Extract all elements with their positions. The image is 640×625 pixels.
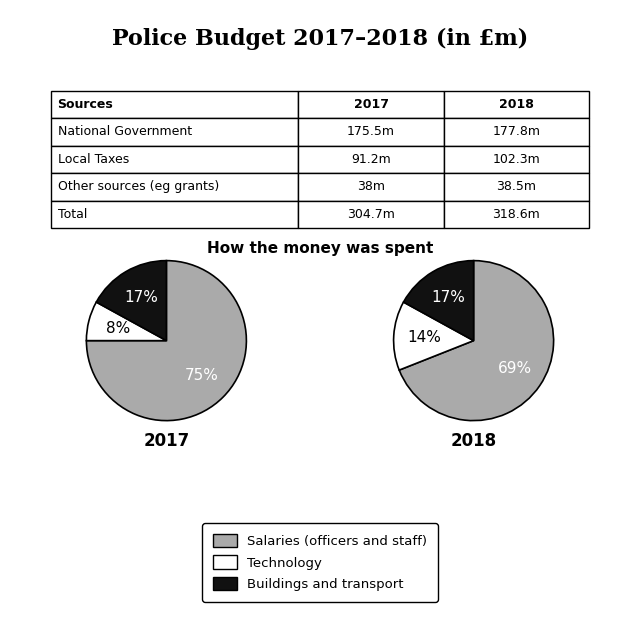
Text: 14%: 14% <box>407 330 441 345</box>
Text: Other sources (eg grants): Other sources (eg grants) <box>58 181 219 193</box>
Wedge shape <box>86 261 246 421</box>
Wedge shape <box>86 302 166 341</box>
Legend: Salaries (officers and staff), Technology, Buildings and transport: Salaries (officers and staff), Technolog… <box>202 523 438 602</box>
Wedge shape <box>394 302 474 370</box>
Text: Local Taxes: Local Taxes <box>58 153 129 166</box>
Wedge shape <box>403 261 474 341</box>
Text: 8%: 8% <box>106 321 131 336</box>
Text: National Government: National Government <box>58 126 192 138</box>
Text: 2017: 2017 <box>353 98 388 111</box>
Text: 2018: 2018 <box>451 432 497 449</box>
Text: Total: Total <box>58 208 87 221</box>
Text: 17%: 17% <box>431 291 465 306</box>
Text: How the money was spent: How the money was spent <box>207 241 433 256</box>
Text: 102.3m: 102.3m <box>492 153 540 166</box>
Text: 2017: 2017 <box>143 432 189 449</box>
Text: 318.6m: 318.6m <box>492 208 540 221</box>
Text: 38m: 38m <box>357 181 385 193</box>
Text: 17%: 17% <box>124 291 158 306</box>
Text: Sources: Sources <box>58 98 113 111</box>
Text: 175.5m: 175.5m <box>347 126 395 138</box>
Text: 91.2m: 91.2m <box>351 153 391 166</box>
Text: 304.7m: 304.7m <box>347 208 395 221</box>
Wedge shape <box>96 261 166 341</box>
Text: 75%: 75% <box>184 368 218 383</box>
Wedge shape <box>399 261 554 421</box>
Text: Police Budget 2017–2018 (in £m): Police Budget 2017–2018 (in £m) <box>112 28 528 50</box>
Text: 69%: 69% <box>497 361 532 376</box>
Text: 2018: 2018 <box>499 98 534 111</box>
Text: 38.5m: 38.5m <box>496 181 536 193</box>
Text: 177.8m: 177.8m <box>492 126 540 138</box>
